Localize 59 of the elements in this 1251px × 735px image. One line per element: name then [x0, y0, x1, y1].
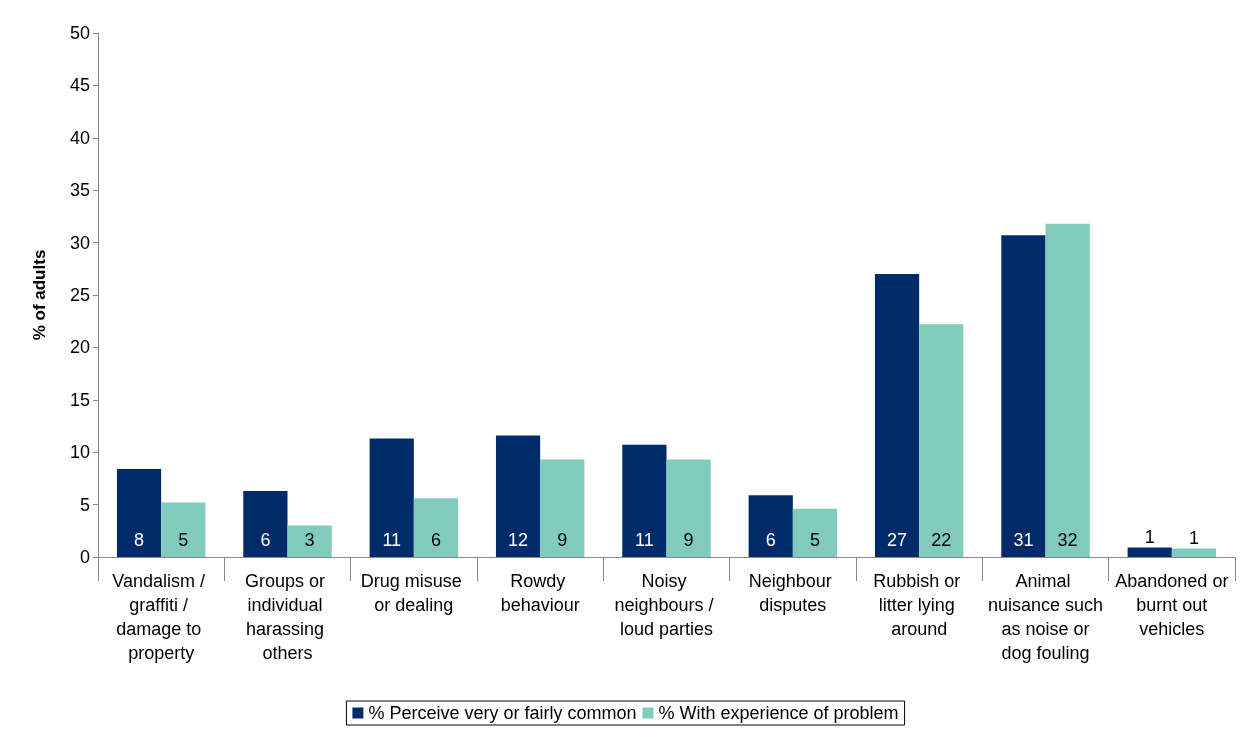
y-tick-label: 40: [69, 127, 90, 148]
x-tick-label: Rubbish or litter lying around: [873, 571, 966, 639]
y-tick-label: 15: [69, 389, 90, 410]
data-label: 1: [1188, 527, 1199, 548]
x-tick-label: Vandalism / graffiti / damage to property: [112, 571, 211, 663]
bar: [874, 274, 920, 557]
data-label: 9: [683, 530, 694, 550]
bar: [116, 468, 162, 557]
bar: [495, 435, 541, 557]
x-tick-label: Animal nuisance such as noise or dog fouling: [987, 571, 1104, 663]
bar: [792, 508, 838, 557]
data-label: 31: [1013, 530, 1034, 550]
bar: [919, 324, 964, 557]
bar: [1171, 548, 1217, 557]
x-tick-label: Abandoned or burnt out vehicles: [1115, 571, 1229, 639]
bar: [1127, 547, 1172, 557]
bar: [748, 495, 793, 557]
y-tick-label: 45: [69, 75, 90, 96]
x-tick-label: Groups or individual harassing others: [244, 571, 331, 663]
bar: [413, 498, 459, 557]
data-label: 6: [260, 530, 271, 550]
x-tick-label: Noisy neighbours / loud parties: [614, 571, 719, 639]
legend-label: % Perceive very or fairly common: [368, 703, 637, 723]
y-tick-label: 5: [79, 494, 90, 515]
data-label: 1: [1144, 526, 1155, 547]
y-tick-label: 35: [69, 180, 90, 201]
data-label: 8: [134, 530, 145, 550]
bar: [161, 502, 206, 557]
data-label: 32: [1057, 530, 1078, 550]
data-label: 6: [430, 530, 441, 550]
y-axis-title: % of adults: [30, 249, 49, 341]
y-tick-label: 10: [69, 442, 90, 463]
bar: [1045, 223, 1090, 557]
data-label: 6: [765, 530, 776, 550]
bar: [540, 459, 585, 557]
data-label: 3: [304, 530, 315, 550]
x-tick-label: Neighbour disputes: [748, 571, 837, 615]
legend-label: % With experience of problem: [658, 703, 899, 723]
data-label: 5: [809, 530, 820, 550]
data-label: 27: [887, 530, 908, 550]
x-tick-label: Rowdy behaviour: [500, 571, 580, 615]
y-tick-label: 25: [69, 285, 90, 305]
bar: [1001, 235, 1046, 557]
data-label: 12: [508, 530, 529, 550]
y-tick-label: 30: [69, 232, 90, 253]
y-tick-label: 0: [79, 547, 90, 567]
data-label: 22: [931, 530, 952, 550]
bar: [243, 490, 288, 557]
y-tick-label: 50: [69, 23, 90, 43]
bar: [622, 444, 667, 557]
bar: [369, 438, 414, 557]
data-label: 9: [557, 530, 568, 550]
bar: [666, 459, 711, 557]
y-tick-label: 20: [69, 337, 90, 358]
data-label: 11: [382, 530, 402, 550]
data-label: 5: [178, 530, 189, 550]
bar: [287, 525, 332, 557]
data-label: 11: [635, 530, 654, 550]
x-tick-label: Drug misuse or dealing: [360, 571, 467, 615]
